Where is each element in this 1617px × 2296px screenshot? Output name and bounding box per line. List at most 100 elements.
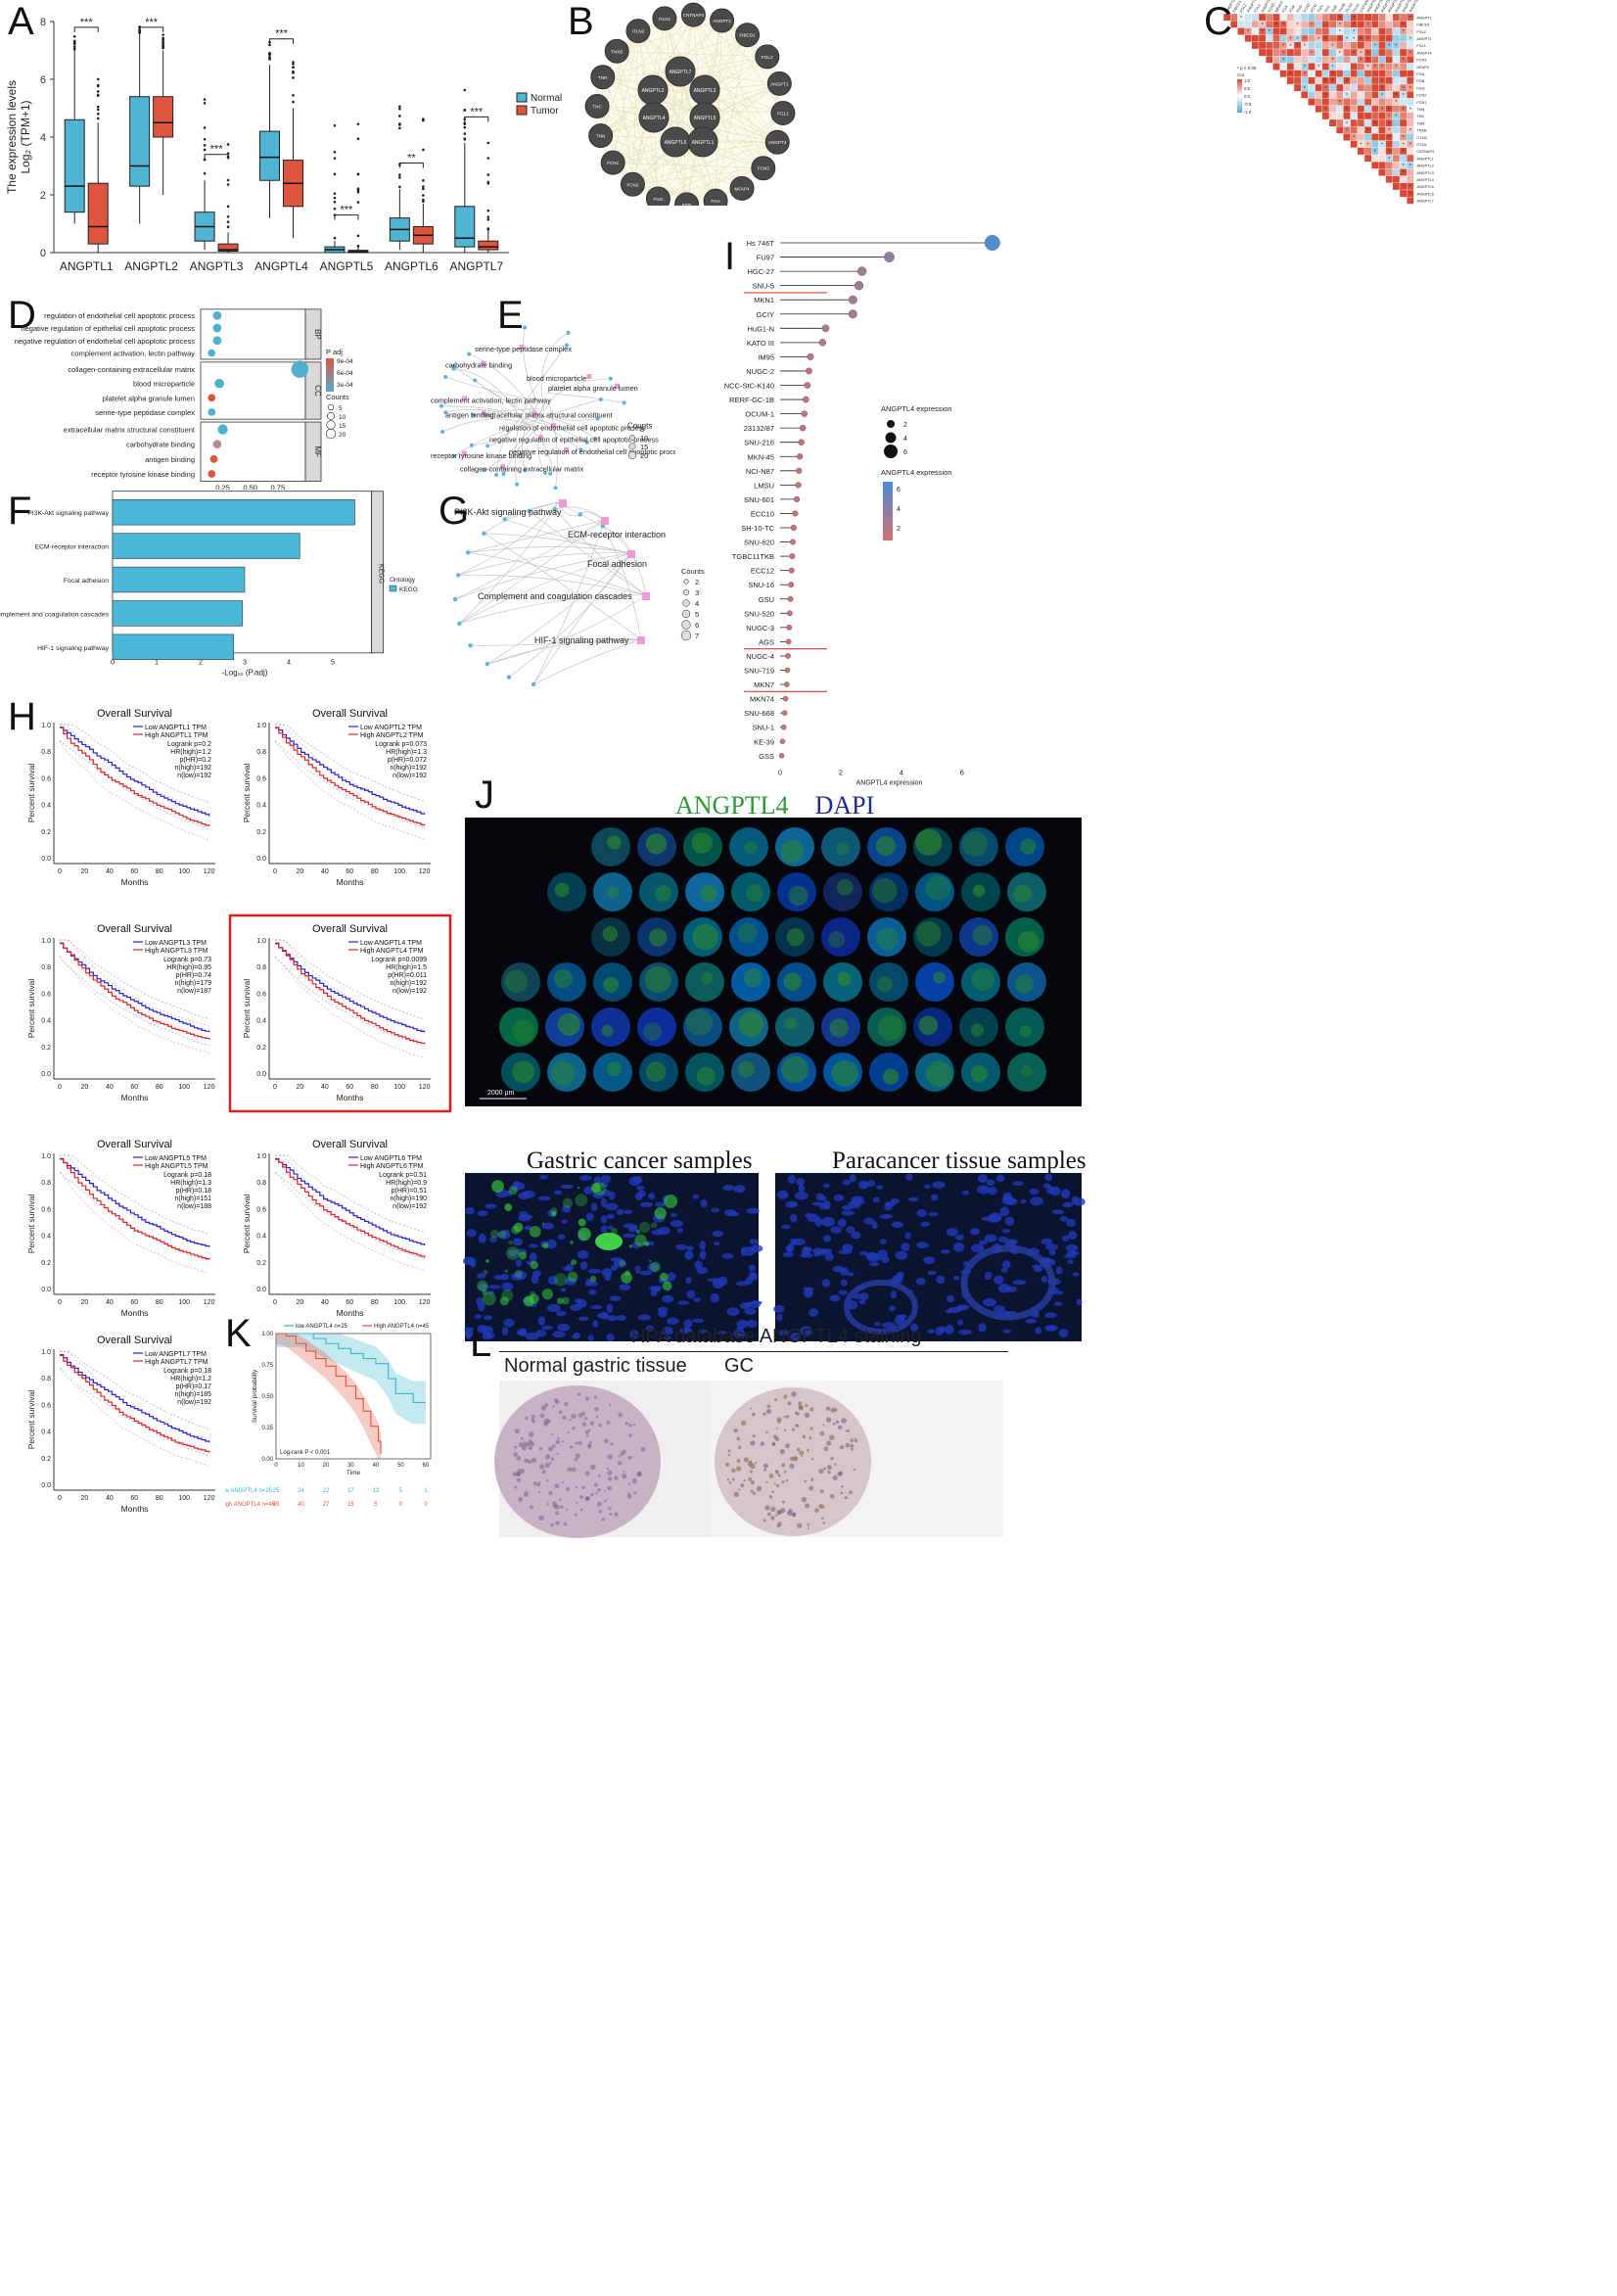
corr-cell <box>1315 13 1322 22</box>
corr-cell <box>1378 34 1386 42</box>
gene-node <box>543 471 548 476</box>
stain-speck <box>845 1429 848 1432</box>
term-node <box>481 410 486 416</box>
tumor-angptl4-outlier <box>292 66 295 69</box>
edge <box>613 162 763 168</box>
corr-cell <box>1363 112 1372 120</box>
corr-cell <box>1293 83 1302 92</box>
nucleus <box>1045 1243 1059 1250</box>
cell-line-label: SNU-620 <box>744 539 774 547</box>
term-node <box>481 360 486 366</box>
stain-speck <box>607 1476 613 1481</box>
lollipop-dot <box>798 439 805 445</box>
pathway-label: PI3K-Akt signaling pathway <box>27 510 109 517</box>
stain-speck <box>520 1436 524 1440</box>
legend-item: KEGG <box>399 586 418 593</box>
corr-cell <box>1399 112 1408 120</box>
corr-cell <box>1371 70 1379 77</box>
legend-low: Low ANGPTL3 TPM <box>145 940 207 947</box>
stain-speck <box>802 1434 807 1439</box>
gene-node <box>457 621 462 626</box>
corr-cell <box>1350 140 1358 148</box>
nucleus <box>986 1179 995 1187</box>
cell-line-label: SNU-16 <box>748 581 774 589</box>
stain-speck <box>554 1398 558 1403</box>
tumor-angptl4-outlier <box>292 61 295 64</box>
stain-speck <box>514 1485 518 1489</box>
normal-angptl6-outlier <box>398 115 401 117</box>
corr-cell <box>1371 13 1379 22</box>
nucleus <box>590 1305 603 1310</box>
stat-line: n(high)=192 <box>390 980 427 987</box>
nucleus <box>956 1304 970 1310</box>
nucleus <box>970 1243 985 1253</box>
edge <box>686 113 784 206</box>
corr-cell <box>1392 140 1401 148</box>
x-tick-label: 100 <box>178 868 190 875</box>
cell-line-label: HuG1-N <box>747 324 774 333</box>
y-tick-label: 0.8 <box>41 1376 51 1382</box>
tumor-angptl3-outlier <box>226 214 230 218</box>
corr-cell <box>1343 48 1351 57</box>
nucleus <box>822 1183 830 1189</box>
row-label: TNN <box>1416 108 1424 112</box>
nucleus <box>675 1243 688 1250</box>
nucleus <box>837 1218 847 1228</box>
stain-speck <box>584 1496 589 1502</box>
nucleus <box>899 1315 905 1321</box>
corr-cell <box>1350 63 1358 70</box>
normal-angptl1-outlier <box>72 39 76 43</box>
stain-speck <box>620 1451 625 1456</box>
node-label: ANGPTL3 <box>694 88 716 94</box>
node-label: ANGPT1 <box>770 81 789 86</box>
sig-star: * <box>1409 128 1411 134</box>
stain-speck <box>827 1471 831 1475</box>
nucleus <box>1068 1231 1078 1241</box>
green-signal <box>557 1012 580 1036</box>
x-tick-label: ANGPTL4 <box>254 259 308 273</box>
y-tick-label: 1.0 <box>41 1349 51 1356</box>
corr-cell <box>1251 41 1260 50</box>
edge <box>652 20 722 91</box>
green-stain <box>634 1234 647 1247</box>
km-high-line <box>275 727 426 826</box>
sig-star: * <box>1403 58 1405 64</box>
nucleus <box>624 1209 632 1215</box>
nucleus <box>683 1319 693 1329</box>
stat-line: p(HR)=0.072 <box>388 757 427 764</box>
corr-cell <box>1378 168 1386 176</box>
stain-speck <box>829 1493 835 1499</box>
tissue-core <box>685 962 724 1002</box>
nucleus <box>842 1204 854 1210</box>
tumor-angptl5-outlier <box>356 137 360 141</box>
stain-speck <box>601 1517 605 1522</box>
green-stain <box>508 1240 513 1245</box>
nucleus <box>711 1207 720 1213</box>
green-signal <box>781 1055 808 1084</box>
x-tick-label: 0 <box>273 1084 277 1091</box>
nucleus <box>579 1261 588 1271</box>
stat-line: p(HR)=0.011 <box>388 972 427 979</box>
term-dot <box>212 336 222 346</box>
nucleus <box>891 1221 904 1229</box>
nucleus <box>1001 1260 1011 1269</box>
stain-speck <box>584 1429 589 1434</box>
edge <box>453 365 543 423</box>
nucleus <box>700 1198 708 1208</box>
corr-cell <box>1308 63 1316 70</box>
green-stain <box>482 1291 496 1306</box>
stain-speck <box>768 1473 774 1478</box>
stain-speck <box>607 1454 614 1460</box>
x-tick-label: ANGPTL2 <box>124 259 178 273</box>
gland-ring <box>844 1280 918 1335</box>
ci-low-lower <box>59 1368 209 1457</box>
stain-speck <box>805 1503 810 1509</box>
corr-cell <box>1357 147 1365 156</box>
edge <box>445 376 527 399</box>
corr-cell <box>1301 76 1309 85</box>
pathway-node <box>627 550 635 558</box>
nucleus <box>539 1175 548 1180</box>
normal-angptl4-outlier <box>268 58 271 61</box>
nucleus <box>869 1261 880 1267</box>
nucleus <box>874 1322 881 1327</box>
